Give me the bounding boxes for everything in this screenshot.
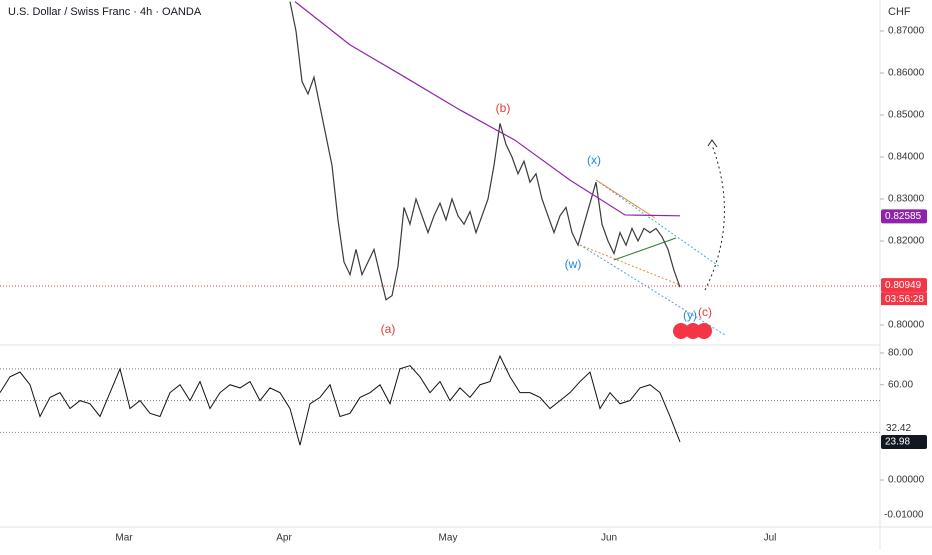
wave-label: (b) — [496, 101, 511, 115]
event-icons — [673, 323, 712, 339]
currency-label: CHF — [888, 6, 911, 18]
y-tick-label: 0.82000 — [888, 236, 925, 247]
wave-label: (w) — [565, 257, 582, 271]
y-tick-label: -0.01000 — [884, 510, 924, 521]
y-tick-label: 60.00 — [888, 379, 913, 390]
wave-label: (y) — [683, 308, 697, 322]
x-tick-label: Apr — [276, 533, 292, 544]
event-icon — [685, 323, 701, 339]
channel-upper — [595, 179, 721, 268]
y-tick-label: 0.00000 — [888, 475, 925, 486]
event-icon — [673, 323, 689, 339]
countdown: 03:56:28 — [885, 294, 924, 305]
arrow-head — [707, 139, 718, 148]
rsi-value-label: 23.98 — [885, 437, 910, 448]
last-price-label-box — [881, 278, 927, 293]
chart-title: U.S. Dollar / Swiss Franc · 4h · OANDA — [8, 6, 202, 18]
rsi-line — [0, 354, 681, 446]
x-tick-label: May — [439, 533, 458, 544]
x-tick-label: Jul — [764, 533, 777, 544]
signal-value: 32.42 — [886, 423, 911, 434]
drawings — [579, 139, 726, 336]
ma-price-label-box — [881, 209, 927, 224]
wedge-top — [595, 179, 656, 219]
projection-arrow — [704, 144, 725, 291]
x-tick-label: Jun — [601, 533, 617, 544]
wave-label: (x) — [587, 153, 601, 167]
countdown-box — [881, 292, 927, 306]
wedge-bottom — [579, 244, 681, 286]
y-tick-label: 80.00 — [888, 348, 913, 359]
last-price-label: 0.80949 — [885, 280, 922, 291]
x-tick-label: Mar — [115, 533, 133, 544]
triangle-line — [613, 237, 677, 261]
y-tick-label: 0.85000 — [888, 110, 925, 121]
price-line — [289, 1, 681, 301]
event-icon — [696, 323, 712, 339]
y-tick-label: 0.87000 — [888, 26, 925, 37]
y-tick-label: 0.84000 — [888, 152, 925, 163]
channel-lower — [579, 244, 726, 336]
wave-label: (c) — [698, 305, 712, 319]
y-tick-label: 0.80000 — [888, 320, 925, 331]
rsi-value-label-box — [881, 434, 927, 449]
ma-price-label: 0.82585 — [885, 211, 922, 222]
moving-average — [294, 1, 681, 217]
y-tick-label: 0.86000 — [888, 68, 925, 79]
wave-label: (a) — [381, 322, 396, 336]
y-tick-label: 0.83000 — [888, 194, 925, 205]
